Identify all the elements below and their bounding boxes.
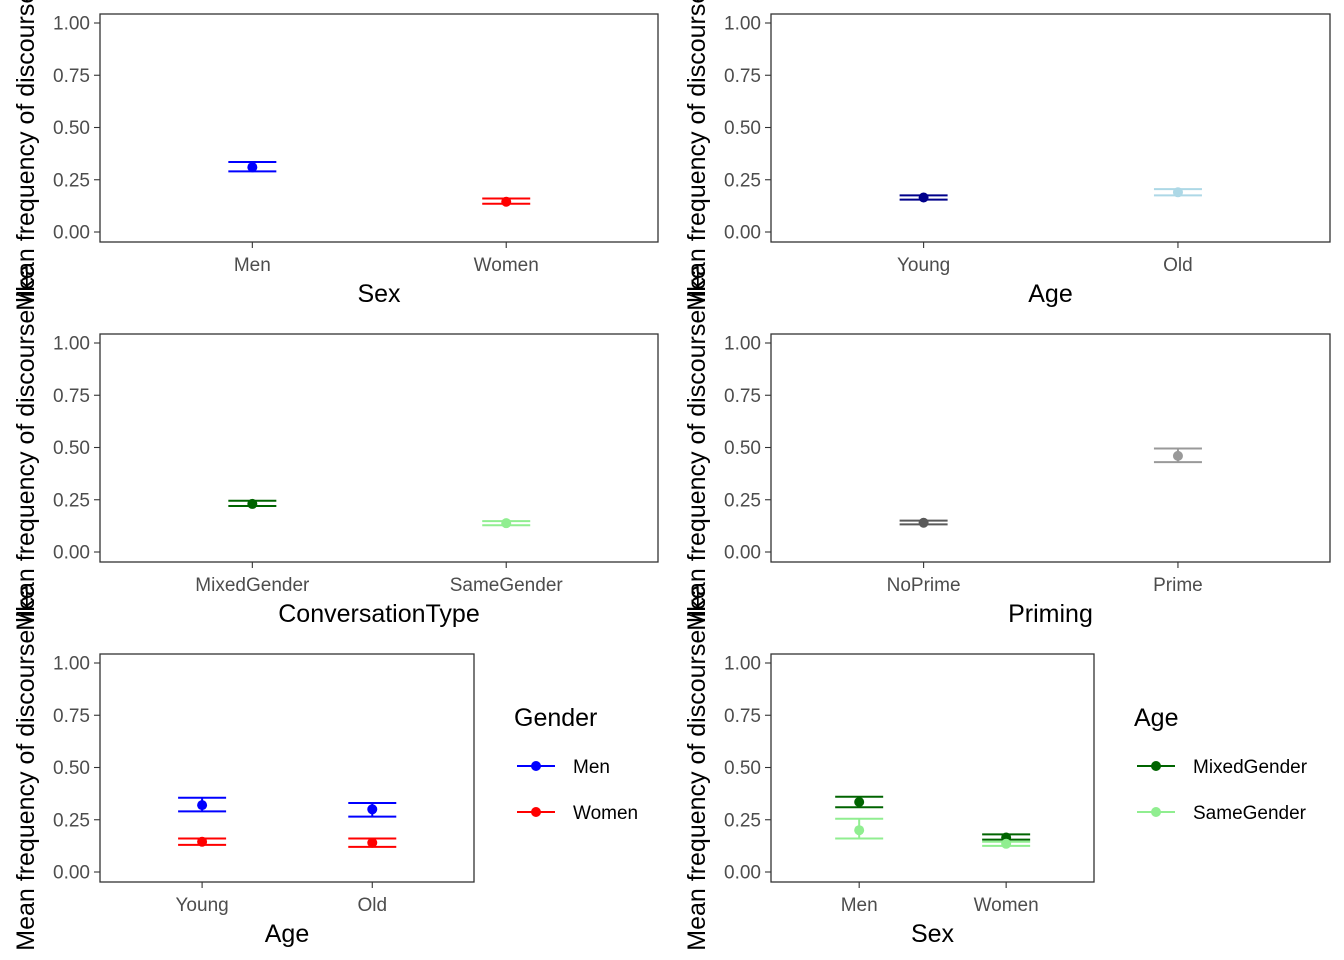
panel-border <box>770 333 1331 563</box>
x-tick-label: MixedGender <box>195 575 310 596</box>
y-tick-label: 1.00 <box>53 14 90 35</box>
legend-key-point <box>1151 761 1161 771</box>
legend-label: Men <box>573 757 610 778</box>
x-tick-label: Young <box>897 255 950 276</box>
y-tick-label: 0.50 <box>53 118 90 139</box>
y-tick-label: 0.00 <box>724 863 761 884</box>
data-point <box>854 825 865 836</box>
x-tick-label: Young <box>176 895 229 916</box>
y-tick-label: 0.00 <box>724 543 761 564</box>
chart-panel-1: 0.00 0.25 0.50 0.75 1.00 Men Women Sex Mean freq… <box>12 0 659 311</box>
x-tick-label: Men <box>234 255 271 276</box>
panel-border <box>99 653 475 883</box>
chart-panel-3: 0.00 0.25 0.50 0.75 1.00 MixedGender SameGende… <box>12 265 659 631</box>
legend-key-point <box>531 807 541 817</box>
legend-title: Age <box>1134 704 1178 732</box>
x-tick-label: Men <box>841 895 878 916</box>
y-tick-label: 1.00 <box>53 334 90 355</box>
y-tick-label: 0.75 <box>53 386 90 407</box>
y-tick-label: 1.00 <box>53 654 90 675</box>
y-axis-title: Mean frequency of discourse like <box>683 265 711 630</box>
data-point <box>1172 450 1183 461</box>
data-point <box>247 162 258 173</box>
y-tick-label: 0.25 <box>724 810 761 831</box>
y-tick-label: 0.00 <box>724 223 761 244</box>
legend-label: Women <box>573 803 638 824</box>
x-axis-title: Priming <box>1008 600 1093 628</box>
y-tick-label: 1.00 <box>724 654 761 675</box>
panel-border <box>770 653 1095 883</box>
data-point <box>247 498 258 509</box>
legend: Gender Men Women <box>514 704 638 824</box>
y-tick-label: 1.00 <box>724 14 761 35</box>
panel-border <box>770 13 1331 243</box>
data-point <box>854 796 865 807</box>
x-axis-title: Sex <box>911 920 955 948</box>
x-tick-label: Women <box>474 255 539 276</box>
x-tick-label: Prime <box>1153 575 1203 596</box>
y-tick-label: 0.00 <box>53 863 90 884</box>
data-point <box>501 196 512 207</box>
data-point <box>367 804 378 815</box>
panel-border <box>99 333 659 563</box>
y-tick-label: 0.75 <box>724 66 761 87</box>
data-point <box>197 836 208 847</box>
legend: Age MixedGender SameGender <box>1134 704 1308 824</box>
data-point <box>501 518 512 529</box>
y-axis-title: Mean frequency of discourse like <box>12 265 40 630</box>
y-tick-label: 0.50 <box>724 438 761 459</box>
y-tick-label: 0.50 <box>724 758 761 779</box>
x-tick-label: Old <box>357 895 387 916</box>
y-tick-label: 0.25 <box>724 490 761 511</box>
y-tick-label: 0.25 <box>53 490 90 511</box>
y-axis-title: Mean frequency of discourse like <box>683 0 711 311</box>
chart-panel-2: 0.00 0.25 0.50 0.75 1.00 Young Old Age Mean freq… <box>683 0 1331 311</box>
legend-label: MixedGender <box>1193 757 1308 778</box>
y-axis-title: Mean frequency of discourse like <box>12 0 40 311</box>
x-axis-title: ConversationType <box>278 600 480 628</box>
x-tick-label: SameGender <box>450 575 564 596</box>
legend-label: SameGender <box>1193 803 1307 824</box>
data-point <box>1172 187 1183 198</box>
data-point <box>197 800 208 811</box>
y-tick-label: 1.00 <box>724 334 761 355</box>
y-tick-label: 0.50 <box>53 438 90 459</box>
y-tick-label: 0.25 <box>53 170 90 191</box>
x-axis-title: Age <box>1028 280 1072 308</box>
y-tick-label: 0.75 <box>724 706 761 727</box>
data-point <box>918 192 929 203</box>
legend-key-point <box>1151 807 1161 817</box>
data-point <box>918 517 929 528</box>
x-axis-title: Sex <box>357 280 401 308</box>
legend-key-point <box>531 761 541 771</box>
y-tick-label: 0.00 <box>53 543 90 564</box>
y-tick-label: 0.50 <box>53 758 90 779</box>
y-axis-title: Mean frequency of discourse like <box>12 585 40 950</box>
data-point <box>367 837 378 848</box>
x-tick-label: Old <box>1163 255 1193 276</box>
y-tick-label: 0.00 <box>53 223 90 244</box>
x-tick-label: NoPrime <box>887 575 961 596</box>
chart-panel-6: 0.00 0.25 0.50 0.75 1.00 Men Women Sex Mean freq… <box>683 585 1308 950</box>
y-tick-label: 0.75 <box>724 386 761 407</box>
legend-title: Gender <box>514 704 597 732</box>
panel-border <box>99 13 659 243</box>
y-axis-title: Mean frequency of discourse like <box>683 585 711 950</box>
x-axis-title: Age <box>265 920 309 948</box>
chart-panel-4: 0.00 0.25 0.50 0.75 1.00 NoPrime Prime Priming M… <box>683 265 1331 631</box>
y-tick-label: 0.50 <box>724 118 761 139</box>
chart-panel-5: 0.00 0.25 0.50 0.75 1.00 Young Old Age Mean freq… <box>12 585 638 950</box>
data-point <box>1001 838 1012 849</box>
y-tick-label: 0.25 <box>53 810 90 831</box>
y-tick-label: 0.75 <box>53 66 90 87</box>
y-tick-label: 0.75 <box>53 706 90 727</box>
x-tick-label: Women <box>974 895 1039 916</box>
y-tick-label: 0.25 <box>724 170 761 191</box>
